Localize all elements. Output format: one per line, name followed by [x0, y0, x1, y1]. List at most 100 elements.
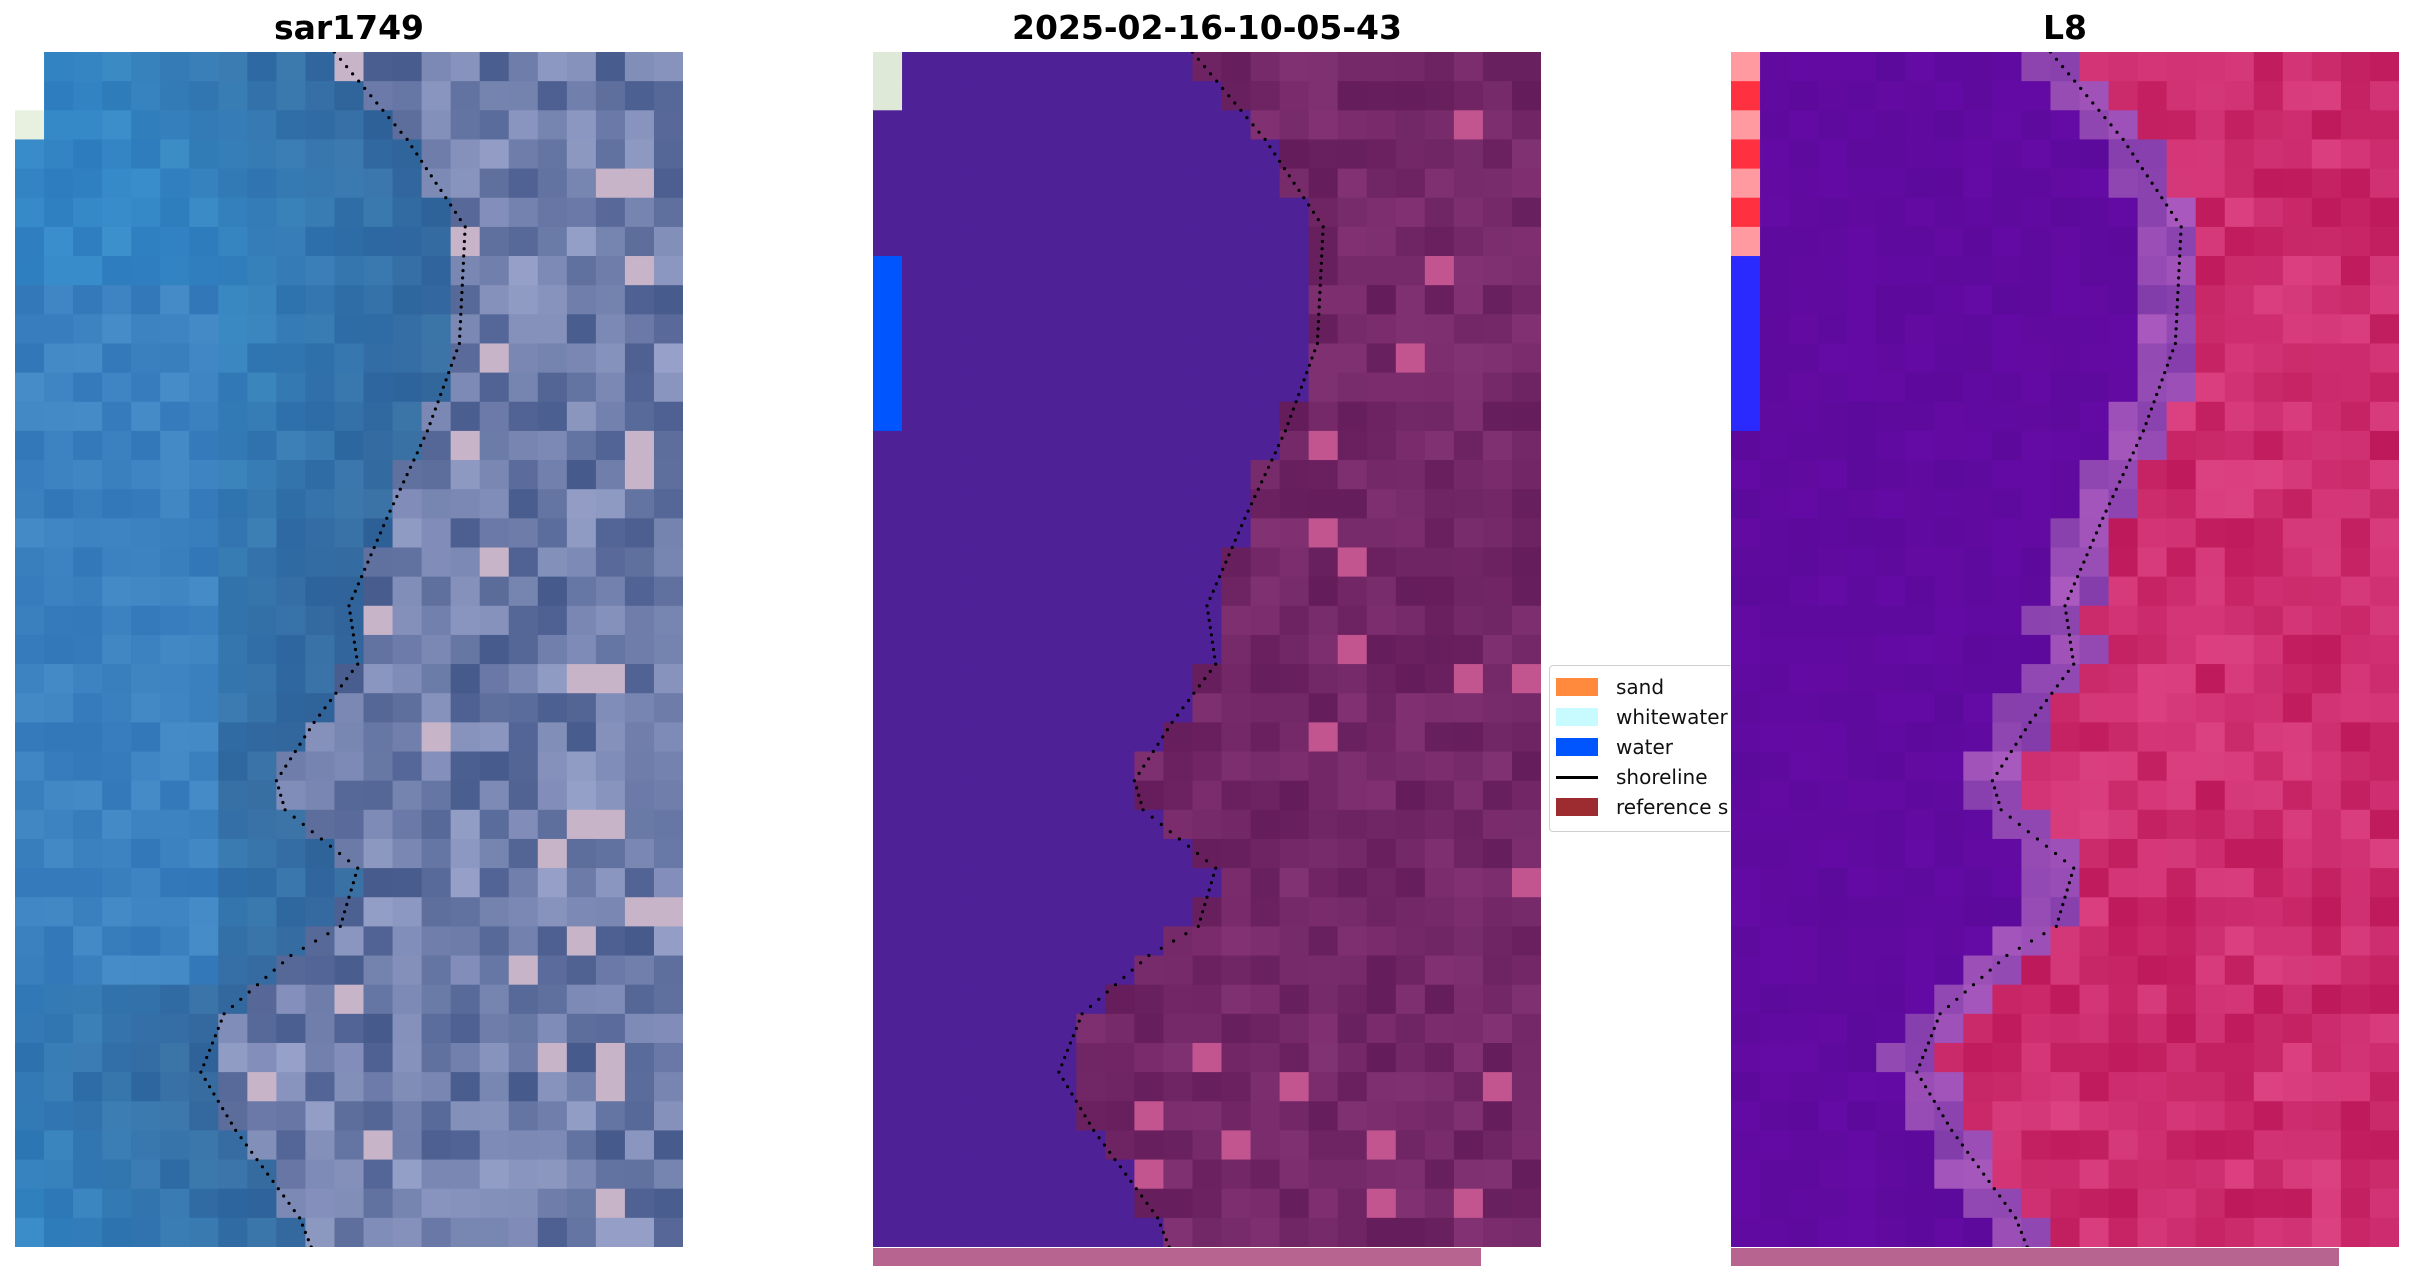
image-pixel [537, 722, 568, 753]
image-pixel [1482, 780, 1513, 811]
image-pixel [1424, 838, 1455, 869]
shoreline-dot [458, 327, 462, 331]
image-pixel [1789, 168, 1819, 199]
image-pixel [902, 52, 932, 82]
image-pixel [44, 1159, 74, 1190]
image-pixel [44, 1188, 74, 1219]
image-pixel [1511, 1159, 1541, 1190]
image-pixel [595, 256, 626, 286]
image-pixel [1221, 401, 1252, 432]
image-pixel [624, 693, 655, 723]
image-pixel [1018, 1188, 1048, 1219]
image-pixel [1337, 693, 1368, 723]
image-pixel [1963, 1013, 1993, 1044]
image-pixel [537, 1188, 568, 1219]
shoreline-dot [1161, 735, 1165, 739]
image-pixel [1395, 1101, 1426, 1132]
image-pixel [1163, 751, 1194, 782]
shoreline-dot [216, 1026, 220, 1030]
shoreline-dot [1282, 167, 1286, 171]
image-pixel [1018, 110, 1048, 141]
image-pixel [1076, 489, 1106, 519]
image-pixel [2050, 547, 2081, 578]
image-pixel [2195, 868, 2226, 898]
shoreline-dot [289, 757, 293, 761]
image-pixel [276, 285, 307, 315]
shoreline-dot [351, 881, 355, 885]
image-pixel [2108, 926, 2139, 957]
image-pixel [1250, 926, 1281, 957]
image-pixel [1105, 314, 1135, 345]
image-pixel [2108, 1159, 2139, 1190]
image-pixel [960, 1101, 990, 1132]
image-pixel [595, 838, 626, 869]
image-pixel [73, 372, 103, 403]
image-pixel [1905, 634, 1935, 665]
image-pixel [537, 256, 568, 286]
image-pixel [1731, 518, 1761, 549]
shoreline-dot [281, 961, 285, 965]
image-pixel [450, 1188, 481, 1219]
shoreline-dot [1960, 1143, 1964, 1147]
shoreline-dot [453, 210, 458, 214]
image-pixel [218, 139, 248, 170]
image-pixel [479, 430, 510, 461]
image-pixel [2369, 197, 2399, 228]
image-pixel [1337, 489, 1368, 519]
shoreline-dot [1060, 1063, 1064, 1067]
image-pixel [2282, 168, 2313, 199]
shoreline-dot [1122, 975, 1126, 980]
image-pixel [2108, 226, 2139, 257]
image-pixel [2079, 605, 2110, 636]
image-pixel [421, 751, 452, 782]
image-pixel [960, 926, 990, 957]
image-pixel [218, 547, 248, 578]
shoreline-dot [1319, 261, 1323, 265]
shoreline-dot [343, 910, 347, 914]
shoreline-dot [1150, 1209, 1154, 1213]
image-pixel [1395, 401, 1426, 432]
image-pixel [1963, 809, 1993, 840]
image-pixel [2195, 809, 2226, 840]
image-pixel [1818, 285, 1848, 315]
image-pixel [1789, 897, 1819, 927]
image-pixel [2108, 81, 2139, 111]
image-pixel [1250, 81, 1281, 111]
image-pixel [1395, 1159, 1426, 1190]
image-pixel [1279, 372, 1310, 403]
shoreline-dot [203, 1077, 207, 1081]
image-pixel [421, 1042, 452, 1073]
image-pixel [1192, 343, 1223, 374]
image-pixel [2253, 926, 2284, 957]
image-pixel [1076, 110, 1106, 141]
image-pixel [1395, 343, 1426, 374]
image-pixel [1482, 226, 1513, 257]
image-pixel [160, 81, 190, 111]
image-pixel [2253, 780, 2284, 811]
image-pixel [1818, 751, 1848, 782]
image-pixel [218, 489, 248, 519]
image-pixel [595, 605, 626, 636]
image-pixel [595, 139, 626, 170]
image-pixel [1134, 197, 1165, 228]
image-pixel [2166, 984, 2197, 1015]
shoreline-dot [323, 706, 327, 710]
image-pixel [450, 722, 481, 753]
image-pixel [1511, 285, 1541, 315]
image-pixel [189, 314, 219, 345]
image-pixel [15, 401, 45, 432]
image-pixel [1424, 430, 1455, 461]
image-pixel [334, 1130, 365, 1161]
image-pixel [2369, 256, 2399, 286]
image-pixel [2021, 838, 2052, 869]
image-pixel [960, 1217, 990, 1247]
image-pixel [73, 984, 103, 1015]
image-pixel [2050, 664, 2081, 694]
image-pixel [1192, 1130, 1223, 1161]
image-pixel [931, 1042, 961, 1073]
image-pixel [2195, 110, 2226, 141]
image-pixel [276, 139, 307, 170]
image-pixel [508, 401, 539, 432]
image-pixel [131, 285, 161, 315]
shoreline-dot [208, 1085, 212, 1089]
